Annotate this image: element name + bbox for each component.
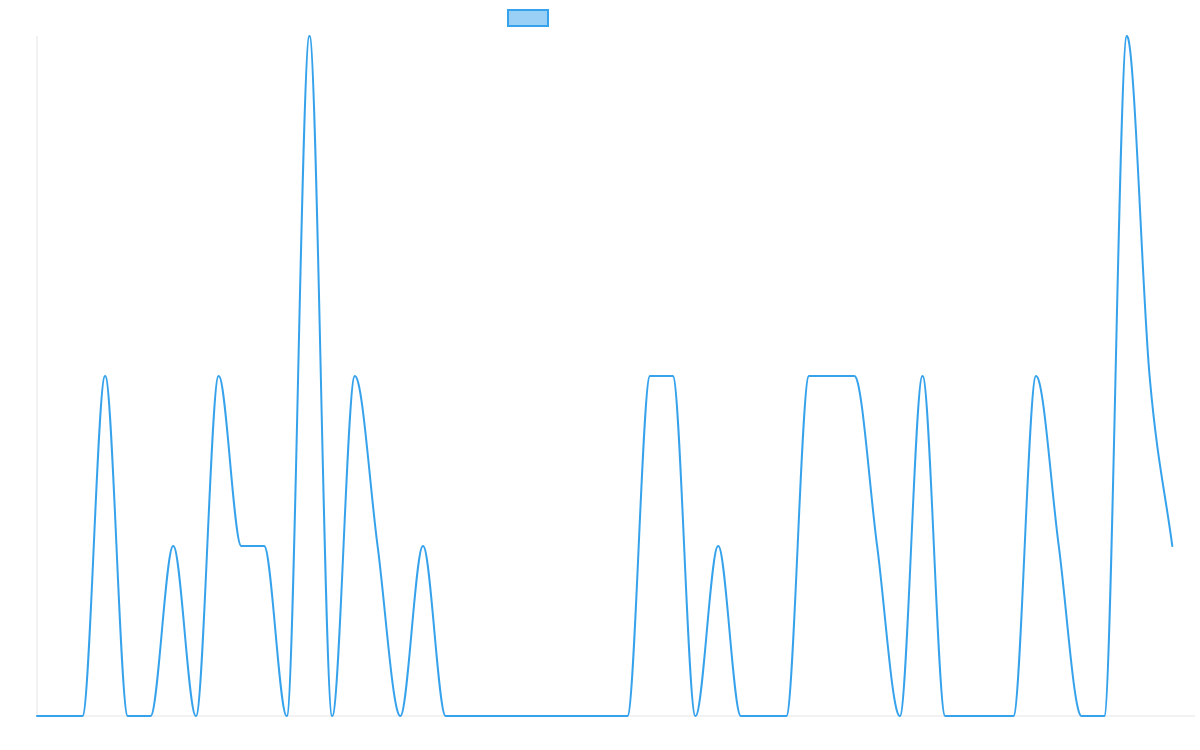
legend[interactable] [507,9,549,27]
series-layer [36,35,1174,717]
series-line [36,35,1174,717]
legend-swatch[interactable] [507,9,549,27]
